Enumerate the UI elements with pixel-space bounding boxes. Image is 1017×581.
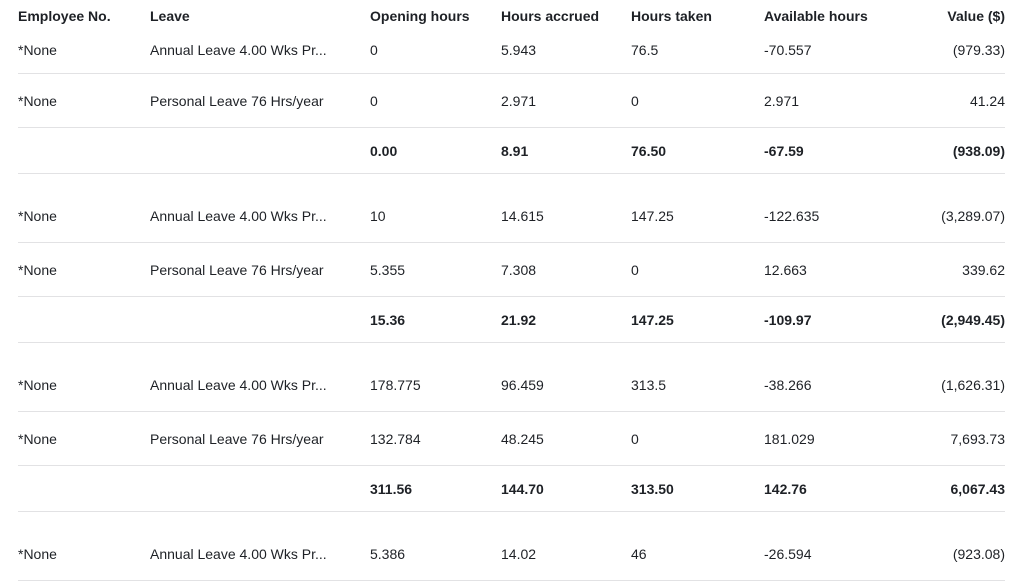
cell-leave: Personal Leave 76 Hrs/year <box>150 430 324 447</box>
cell-value: (938.09) <box>952 142 1005 159</box>
cell-hours_accrued: 21.92 <box>501 311 537 328</box>
table-row[interactable]: *None Personal Leave 76 Hrs/year 5.355 7.30… <box>18 243 1005 297</box>
cell-hours_accrued: 8.91 <box>501 142 529 159</box>
column-header-available_hours: Available hours <box>764 7 868 24</box>
cell-hours_taken: 0 <box>631 261 639 278</box>
cell-available_hours: -109.97 <box>764 311 812 328</box>
cell-leave: Annual Leave 4.00 Wks Pr... <box>150 376 327 393</box>
cell-value: (923.08) <box>952 545 1005 562</box>
column-header-hours_taken: Hours taken <box>631 7 712 24</box>
column-header-value: Value ($) <box>947 7 1005 24</box>
cell-opening_hours: 15.36 <box>370 311 406 328</box>
cell-opening_hours: 0 <box>370 92 378 109</box>
cell-opening_hours: 5.386 <box>370 545 406 562</box>
cell-value: 339.62 <box>962 261 1005 278</box>
cell-value: (979.33) <box>952 41 1005 58</box>
table-body: *None Annual Leave 4.00 Wks Pr... 0 5.943 76… <box>18 26 1005 581</box>
table-row[interactable]: *None Personal Leave 76 Hrs/year 0 2.971 0 2.… <box>18 74 1005 128</box>
cell-value: (1,626.31) <box>941 376 1005 393</box>
cell-hours_taken: 0 <box>631 430 639 447</box>
cell-opening_hours: 5.355 <box>370 261 406 278</box>
table-row[interactable]: *None Annual Leave 4.00 Wks Pr... 10 14.615… <box>18 189 1005 243</box>
cell-hours_taken: 313.50 <box>631 480 674 497</box>
cell-employee_no: *None <box>18 261 57 278</box>
cell-opening_hours: 0 <box>370 41 378 58</box>
cell-hours_accrued: 5.943 <box>501 41 537 58</box>
cell-opening_hours: 311.56 <box>370 480 413 497</box>
subtotal-row: 0.00 8.91 76.50 -67.59 (938.09) <box>18 128 1005 174</box>
cell-employee_no: *None <box>18 545 57 562</box>
column-header-opening_hours: Opening hours <box>370 7 470 24</box>
leave-group: *None Annual Leave 4.00 Wks Pr... 178.775 9… <box>18 358 1005 512</box>
column-header-employee_no: Employee No. <box>18 7 111 24</box>
cell-hours_accrued: 96.459 <box>501 376 544 393</box>
cell-available_hours: 142.76 <box>764 480 807 497</box>
cell-available_hours: 12.663 <box>764 261 807 278</box>
cell-value: 6,067.43 <box>950 480 1006 497</box>
cell-opening_hours: 10 <box>370 207 386 224</box>
table-row[interactable]: *None Personal Leave 76 Hrs/year 132.784 48… <box>18 412 1005 466</box>
cell-opening_hours: 178.775 <box>370 376 421 393</box>
cell-hours_accrued: 2.971 <box>501 92 537 109</box>
cell-leave: Personal Leave 76 Hrs/year <box>150 92 324 109</box>
cell-hours_accrued: 48.245 <box>501 430 544 447</box>
cell-available_hours: 2.971 <box>764 92 800 109</box>
cell-employee_no: *None <box>18 430 57 447</box>
cell-available_hours: 181.029 <box>764 430 815 447</box>
cell-hours_taken: 147.25 <box>631 311 674 328</box>
cell-available_hours: -122.635 <box>764 207 820 224</box>
cell-hours_taken: 0 <box>631 92 639 109</box>
cell-leave: Annual Leave 4.00 Wks Pr... <box>150 41 327 58</box>
subtotal-row: 311.56 144.70 313.50 142.76 6,067.43 <box>18 466 1005 512</box>
cell-employee_no: *None <box>18 207 57 224</box>
cell-available_hours: -67.59 <box>764 142 804 159</box>
cell-available_hours: -26.594 <box>764 545 812 562</box>
cell-employee_no: *None <box>18 92 57 109</box>
cell-opening_hours: 132.784 <box>370 430 421 447</box>
cell-available_hours: -70.557 <box>764 41 812 58</box>
cell-value: (2,949.45) <box>941 311 1005 328</box>
cell-value: 41.24 <box>969 92 1005 109</box>
cell-leave: Annual Leave 4.00 Wks Pr... <box>150 545 327 562</box>
column-header-leave: Leave <box>150 7 190 24</box>
cell-hours_taken: 147.25 <box>631 207 674 224</box>
cell-hours_taken: 46 <box>631 545 647 562</box>
subtotal-row: 15.36 21.92 147.25 -109.97 (2,949.45) <box>18 297 1005 343</box>
cell-employee_no: *None <box>18 376 57 393</box>
cell-hours_taken: 76.50 <box>631 142 667 159</box>
column-header-hours_accrued: Hours accrued <box>501 7 600 24</box>
cell-hours_accrued: 7.308 <box>501 261 537 278</box>
cell-opening_hours: 0.00 <box>370 142 398 159</box>
cell-leave: Personal Leave 76 Hrs/year <box>150 261 324 278</box>
table-row[interactable]: *None Annual Leave 4.00 Wks Pr... 0 5.943 76… <box>18 26 1005 74</box>
cell-hours_accrued: 14.02 <box>501 545 537 562</box>
leave-group: *None Annual Leave 4.00 Wks Pr... 10 14.615… <box>18 189 1005 343</box>
cell-hours_taken: 76.5 <box>631 41 659 58</box>
cell-value: (3,289.07) <box>941 207 1005 224</box>
cell-available_hours: -38.266 <box>764 376 812 393</box>
cell-hours_taken: 313.5 <box>631 376 667 393</box>
cell-hours_accrued: 14.615 <box>501 207 544 224</box>
cell-hours_accrued: 144.70 <box>501 480 544 497</box>
table-header: Employee No. Leave Opening hours Hours accr… <box>18 0 1005 26</box>
cell-value: 7,693.73 <box>950 430 1006 447</box>
table-row[interactable]: *None Annual Leave 4.00 Wks Pr... 178.775 9… <box>18 358 1005 412</box>
leave-group: *None Annual Leave 4.00 Wks Pr... 0 5.943 76… <box>18 26 1005 174</box>
cell-employee_no: *None <box>18 41 57 58</box>
cell-leave: Annual Leave 4.00 Wks Pr... <box>150 207 327 224</box>
